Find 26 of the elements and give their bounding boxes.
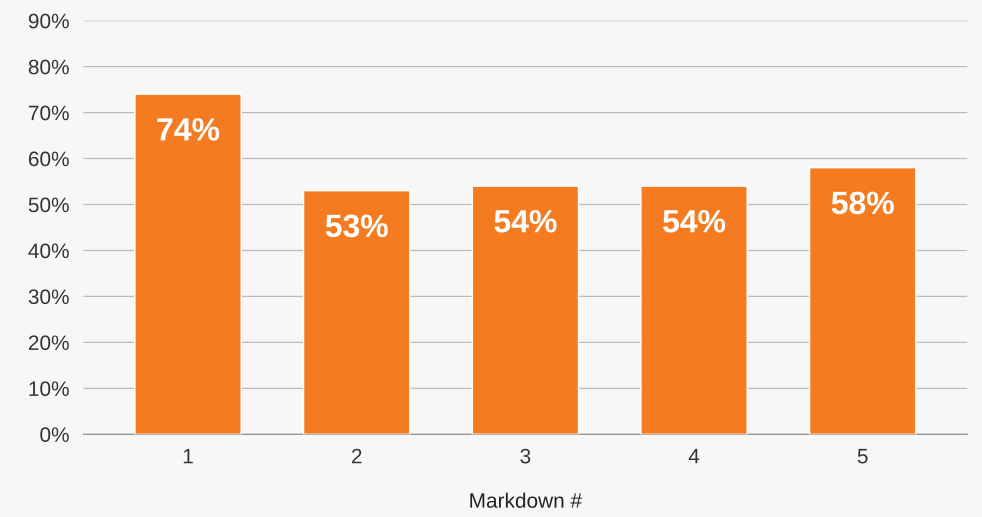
y-tick-label: 0%	[40, 427, 69, 442]
x-tick-label: 3	[520, 448, 530, 464]
bar	[808, 167, 917, 434]
data-label: 54%	[494, 210, 556, 233]
y-tick-label: 70%	[28, 106, 69, 120]
x-tick-label: 1	[184, 448, 193, 464]
x-tick-label: 5	[858, 448, 868, 464]
y-tick-label: 90%	[28, 14, 69, 28]
y-tick-label: 40%	[28, 243, 69, 258]
y-tick-label: 80%	[28, 60, 69, 74]
data-label: 58%	[832, 192, 894, 214]
bar	[134, 94, 242, 434]
y-tick-label: 50%	[28, 198, 69, 212]
x-axis-title: Markdown #	[470, 492, 582, 508]
data-label: 54%	[663, 210, 726, 233]
bar	[640, 185, 748, 434]
bar	[302, 190, 411, 434]
y-tick-label: 20%	[28, 335, 69, 350]
data-label: 74%	[157, 118, 220, 141]
y-tick-label: 30%	[28, 289, 69, 304]
x-tick-label: 2	[352, 448, 362, 464]
bar	[472, 185, 580, 434]
data-label: 53%	[326, 214, 388, 238]
x-tick-label: 4	[688, 448, 700, 464]
y-tick-label: 60%	[28, 152, 69, 166]
y-tick-label: 10%	[29, 381, 69, 396]
